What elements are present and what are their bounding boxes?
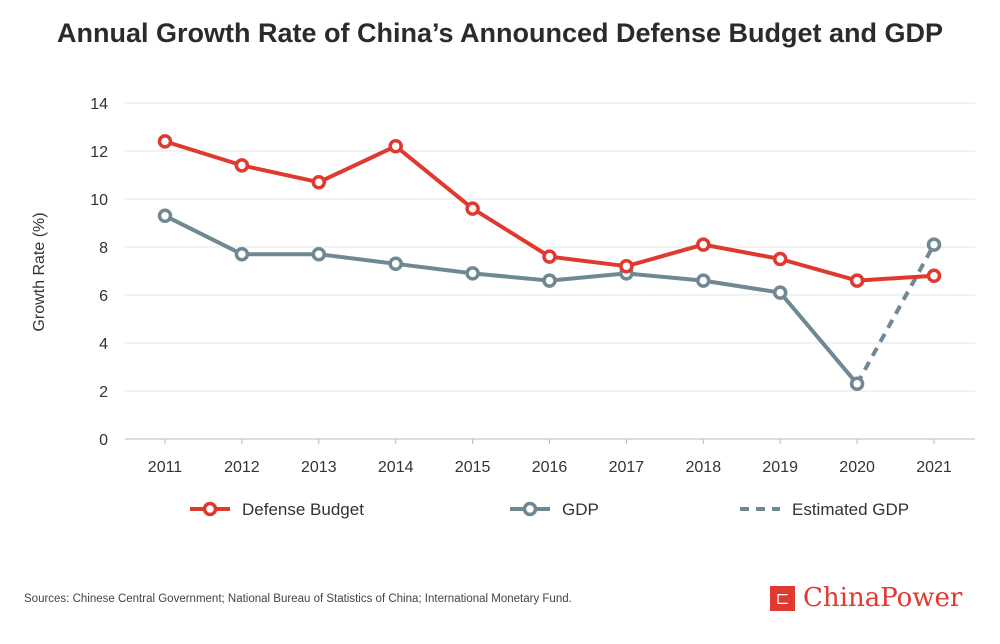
data-point	[311, 246, 327, 262]
x-tick-label: 2012	[224, 459, 260, 476]
y-tick-label: 8	[99, 240, 108, 257]
data-point	[696, 273, 711, 288]
source-note: Sources: Chinese Central Government; Nat…	[24, 593, 572, 605]
y-tick-label: 0	[99, 432, 108, 449]
legend-marker	[522, 501, 538, 517]
y-tick-label: 14	[90, 96, 108, 113]
x-tick-label: 2020	[839, 459, 875, 476]
data-point	[234, 158, 250, 173]
y-axis-label: Growth Rate (%)	[31, 212, 48, 331]
y-tick-label: 10	[90, 192, 108, 209]
data-point	[926, 268, 942, 284]
data-point	[388, 138, 403, 154]
data-point	[465, 201, 480, 216]
x-tick-label: 2021	[916, 459, 952, 476]
data-point	[542, 249, 557, 264]
data-point	[926, 237, 942, 252]
x-tick-label: 2016	[532, 459, 568, 476]
series-line-gdp	[164, 214, 859, 386]
data-point	[772, 285, 788, 300]
data-point	[772, 251, 788, 267]
legend-label: GDP	[562, 500, 599, 519]
data-point	[388, 256, 403, 272]
x-tick-label: 2015	[455, 459, 491, 476]
y-tick-label: 2	[99, 384, 108, 401]
x-tick-label: 2013	[301, 459, 337, 476]
x-tick-label: 2017	[609, 459, 645, 476]
logo-mark-icon: ⊏	[770, 585, 795, 611]
logo-text: ChinaPower	[803, 583, 963, 613]
series-line-estimated-gdp	[855, 243, 936, 385]
data-point	[311, 174, 327, 190]
x-tick-label: 2019	[762, 459, 798, 476]
legend-label: Estimated GDP	[792, 500, 909, 519]
x-tick-label: 2018	[686, 459, 722, 476]
data-point	[849, 273, 865, 288]
data-point	[849, 376, 865, 392]
data-point	[542, 273, 557, 288]
line-chart: 0 2 4 6 8 10 12 14 2011 2012 2013 2014 2015 2016 2017 2…	[31, 96, 975, 519]
legend-marker	[202, 501, 218, 517]
chinapower-logo: ⊏ ChinaPower	[770, 583, 962, 613]
legend-label: Defense Budget	[242, 500, 364, 519]
x-tick-label: 2014	[378, 459, 414, 476]
y-tick-label: 6	[99, 288, 108, 305]
y-tick-label: 4	[99, 336, 108, 353]
data-point	[465, 266, 480, 281]
data-point	[157, 208, 173, 224]
data-point	[157, 134, 173, 149]
chart-title: Annual Growth Rate of China’s Announced …	[56, 18, 944, 48]
data-point	[619, 258, 634, 274]
x-tick-label: 2011	[148, 459, 183, 476]
data-point	[696, 237, 711, 252]
y-tick-label: 12	[90, 144, 108, 161]
data-point	[234, 246, 250, 262]
